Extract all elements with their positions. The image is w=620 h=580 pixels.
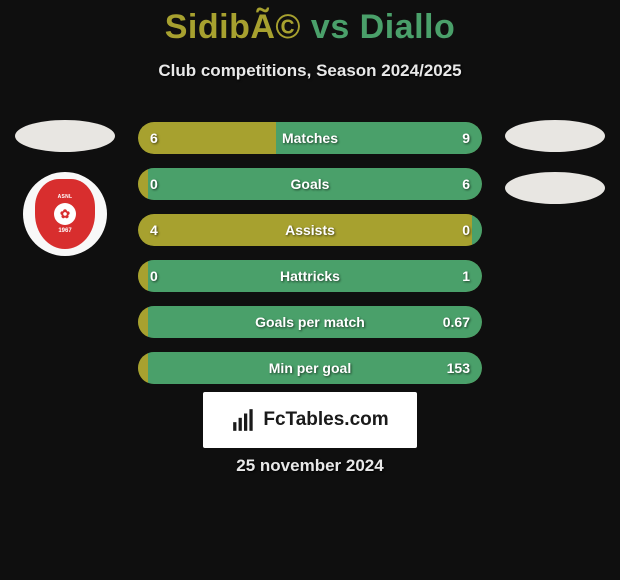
stat-label: Goals per match (138, 306, 482, 338)
stat-value-right: 0.67 (443, 306, 470, 338)
left-player-avatar-placeholder (15, 120, 115, 152)
thistle-icon: ✿ (60, 208, 70, 220)
stat-row: Assists4 0 (138, 214, 482, 246)
date-text: 25 november 2024 (0, 456, 620, 476)
page-title: SidibÃ© vs Diallo (0, 0, 620, 47)
stat-value-right: 0 (462, 214, 470, 246)
stat-value-left: 0 (150, 168, 158, 200)
stats-panel: Matches69Goals06Assists40Hattricks01Goal… (138, 122, 482, 398)
stat-value-left: 0 (150, 260, 158, 292)
right-club-badge-placeholder (505, 172, 605, 204)
subtitle: Club competitions, Season 2024/2025 (0, 61, 620, 81)
stat-row: Goals per match0.67 (138, 306, 482, 338)
stat-row: Goals0 6 (138, 168, 482, 200)
stat-label: Assists (138, 214, 482, 246)
stat-row: Hattricks0 1 (138, 260, 482, 292)
stat-row: Min per goal153 (138, 352, 482, 384)
left-club-badge: ASNL ✿ 1967 (23, 172, 107, 256)
stat-value-left: 4 (150, 214, 158, 246)
stat-label: Min per goal (138, 352, 482, 384)
stat-value-left: 6 (150, 122, 158, 154)
left-player-column: ASNL ✿ 1967 (10, 120, 120, 256)
stat-value-right: 1 (462, 260, 470, 292)
right-player-avatar-placeholder (505, 120, 605, 152)
asnl-badge-icon: ASNL ✿ 1967 (35, 179, 95, 249)
stat-row: Matches6 9 (138, 122, 482, 154)
stat-value-right: 6 (462, 168, 470, 200)
stat-value-right: 153 (447, 352, 470, 384)
right-player-column (500, 120, 610, 224)
brand-text: FcTables.com (263, 409, 388, 431)
stat-value-right: 9 (462, 122, 470, 154)
stat-label: Matches (138, 122, 482, 154)
chart-icon (231, 407, 257, 433)
stat-label: Hattricks (138, 260, 482, 292)
brand-badge[interactable]: FcTables.com (203, 392, 417, 448)
stat-label: Goals (138, 168, 482, 200)
